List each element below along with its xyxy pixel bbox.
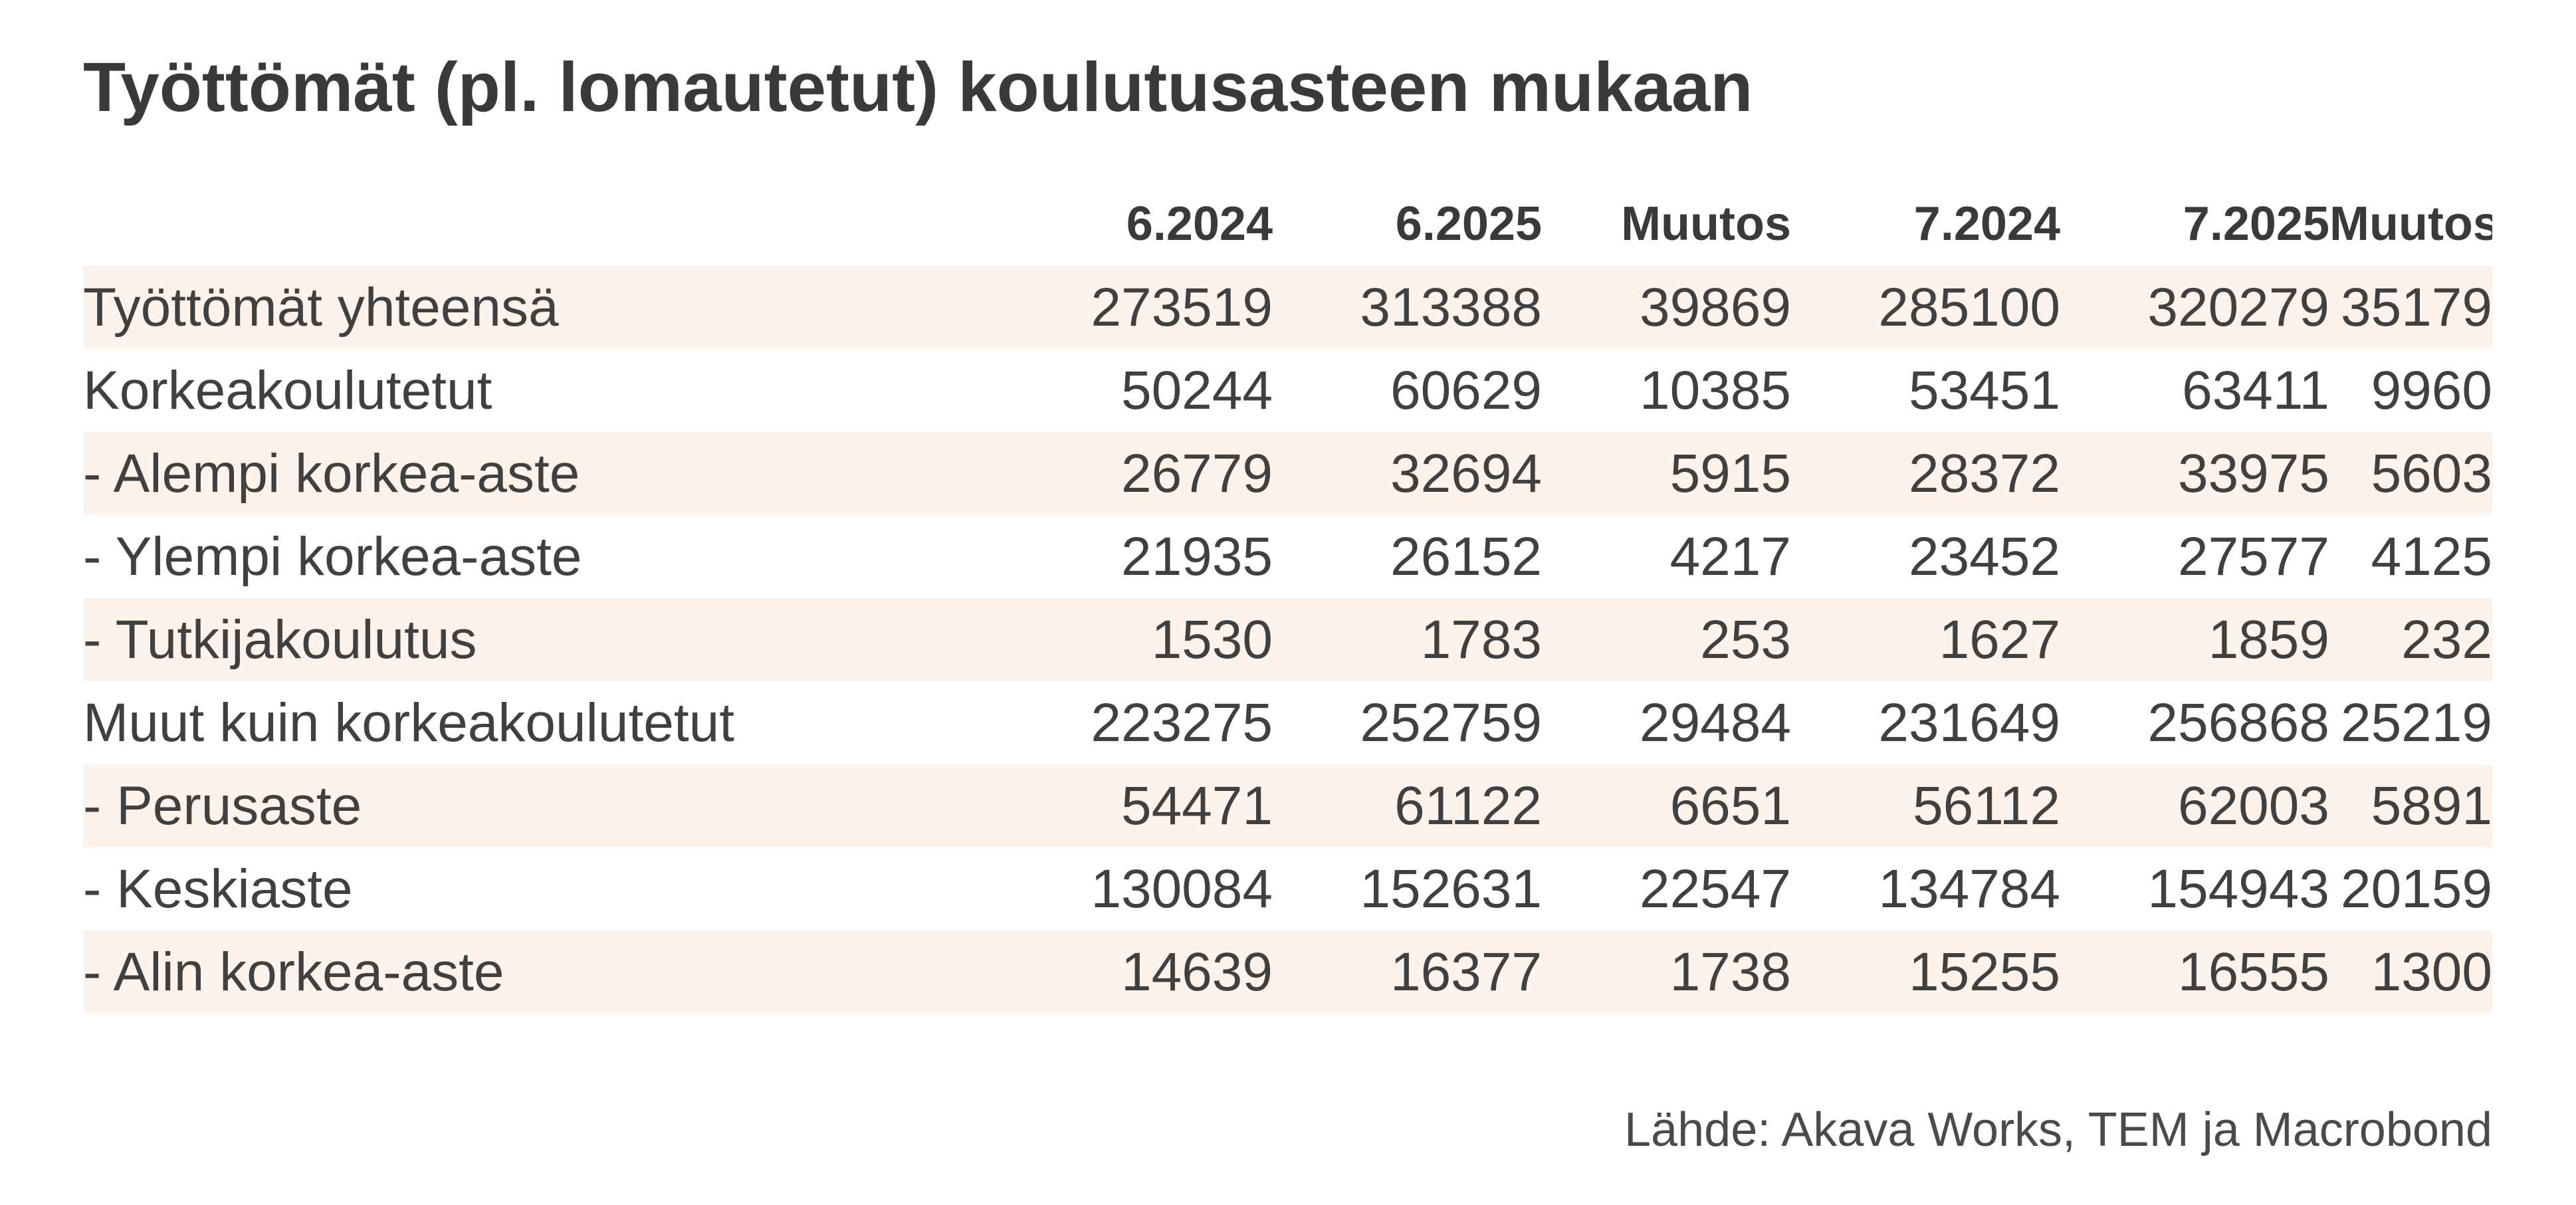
table-cell: 320279 [2060,266,2329,349]
table-row: - Tutkijakoulutus 1530 1783 253 1627 1859 232 [83,598,2492,681]
column-header: 7.2025 [2183,197,2329,251]
table-row: Työttömät yhteensä 273519 313388 39869 28510… [83,266,2492,349]
table-cell: 16377 [1273,931,1542,1014]
table-cell: 35179 [2329,266,2492,349]
table-cell: 256868 [2147,693,2329,753]
table-cell: 1859 [2060,598,2329,681]
table-cell: 5891 [2329,764,2492,847]
table-cell: 32694 [1273,432,1542,515]
table-cell: 5915 [1542,432,1791,515]
table-cell: 63411 [2182,360,2329,421]
table-cell: 1783 [1273,598,1542,681]
table-row: - Keskiaste 130084 152631 22547 134784 154943… [83,847,2492,931]
table-cell: 27577 [2177,526,2329,587]
table-cell: 6651 [1542,764,1791,847]
table-cell: 4217 [1669,526,1791,587]
table-cell: 232 [2329,598,2492,681]
table-cell: 231649 [1878,693,2060,753]
table-row: - Alin korkea-aste 14639 16377 1738 15255 165… [83,931,2492,1014]
table-cell: 1300 [2329,931,2492,1014]
table-cell: 313388 [1273,266,1542,349]
table-cell: 4125 [2371,526,2492,587]
row-label: - Perusaste [83,764,867,847]
row-label: Työttömät yhteensä [83,266,867,349]
table-cell: 62003 [2060,764,2329,847]
table-cell: 134784 [1878,859,2060,919]
table-cell: 10385 [1639,360,1791,421]
header-row: 6.2024 6.2025 Muutos 7.2024 7.2025 Muuto… [83,183,2492,266]
table-cell: 15255 [1791,931,2060,1014]
column-header: Muutos [2329,197,2492,251]
column-header: 6.2024 [1126,197,1273,251]
table-cell: 152631 [1360,859,1542,919]
row-label: - Ylempi korkea-aste [83,526,582,587]
row-label: - Keskiaste [83,859,353,919]
table-cell: 50244 [1121,360,1273,421]
table-row: - Perusaste 54471 61122 6651 56112 62003 5891 [83,764,2492,847]
table-cell: 154943 [2147,859,2329,919]
table-cell: 39869 [1542,266,1791,349]
table-cell: 252759 [1360,693,1542,753]
table-cell: 1530 [867,598,1273,681]
column-header: 7.2024 [1913,197,2060,251]
table-row: Korkeakoulutetut 50244 60629 10385 53451 6341… [83,349,2492,432]
table-row: - Alempi korkea-aste 26779 32694 5915 28372 3… [83,432,2492,515]
row-label: - Alin korkea-aste [83,931,867,1014]
table-cell: 61122 [1273,764,1542,847]
table-cell: 21935 [1121,526,1273,587]
table-cell: 253 [1542,598,1791,681]
chart-title: Työttömät (pl. lomautetut) koulutusastee… [83,49,1753,126]
table-cell: 29484 [1639,693,1791,753]
table-cell: 23452 [1908,526,2060,587]
row-label: - Alempi korkea-aste [83,432,867,515]
table-cell: 20159 [2340,859,2492,919]
table-cell: 60629 [1390,360,1542,421]
table-cell: 223275 [1091,693,1273,753]
column-header: 6.2025 [1395,197,1542,251]
row-label: Muut kuin korkeakoulutetut [83,693,734,753]
table-cell: 33975 [2060,432,2329,515]
column-header: Muutos [1621,197,1791,251]
row-label: - Tutkijakoulutus [83,598,867,681]
table-cell: 130084 [1091,859,1273,919]
table-cell: 22547 [1639,859,1791,919]
source-note: Lähde: Akava Works, TEM ja Macrobond [1624,1103,2492,1156]
row-label: Korkeakoulutetut [83,360,492,421]
table-cell: 14639 [867,931,1273,1014]
table-cell: 285100 [1791,266,2060,349]
table-row: Muut kuin korkeakoulutetut 223275 252759 29… [83,681,2492,764]
table-cell: 26152 [1390,526,1542,587]
table-cell: 53451 [1908,360,2060,421]
table-cell: 26779 [867,432,1273,515]
table-cell: 25219 [2340,693,2492,753]
table-cell: 5603 [2329,432,2492,515]
header-label-corner [83,183,867,266]
table-cell: 1738 [1542,931,1791,1014]
table-cell: 16555 [2060,931,2329,1014]
table-cell: 56112 [1791,764,2060,847]
table-cell: 9960 [2371,360,2492,421]
table-cell: 54471 [867,764,1273,847]
table-cell: 1627 [1791,598,2060,681]
table-cell: 273519 [867,266,1273,349]
table-cell: 28372 [1791,432,2060,515]
data-table: 6.2024 6.2025 Muutos 7.2024 7.2025 Muuto… [83,183,2492,1014]
table-row: - Ylempi korkea-aste 21935 26152 4217 23452 2… [83,515,2492,598]
